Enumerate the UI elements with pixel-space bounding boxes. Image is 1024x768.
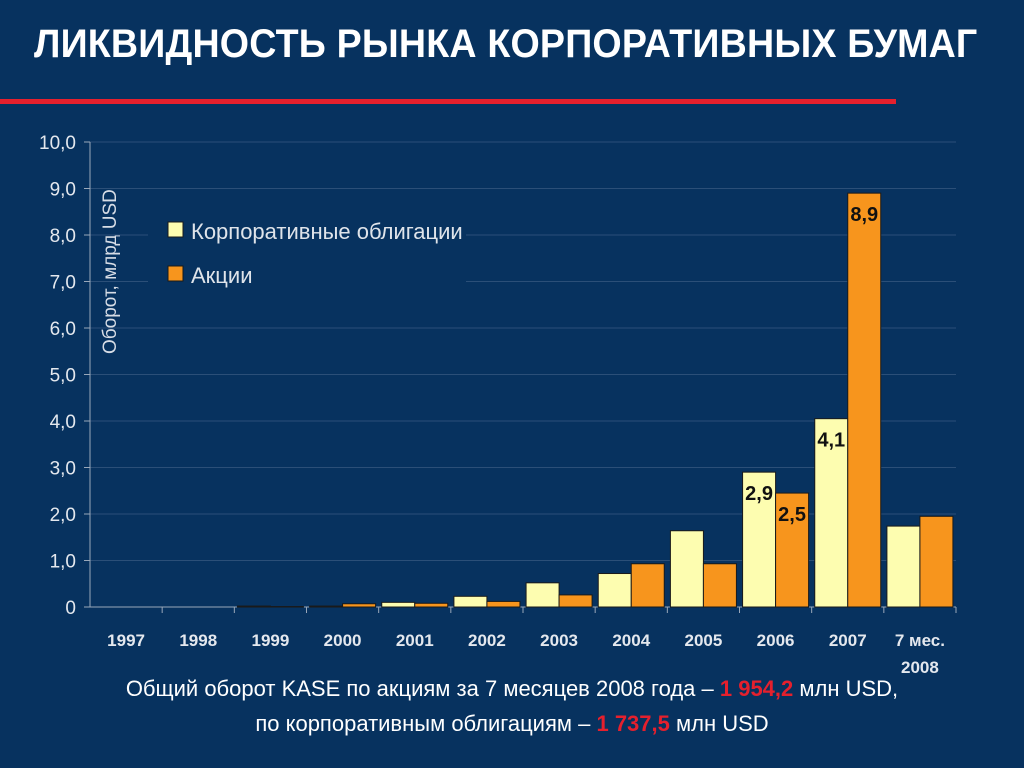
bar-bonds — [886, 525, 921, 608]
page-title: ЛИКВИДНОСТЬ РЫНКА КОРПОРАТИВНЫХ БУМАГ — [34, 22, 978, 66]
bar-stocks — [702, 563, 737, 608]
x-tick-label-line: 2007 — [829, 631, 867, 650]
x-tick-label: 2006 — [757, 631, 795, 650]
x-tick-label: 2007 — [829, 631, 867, 650]
y-tick-label: 8,0 — [50, 226, 76, 247]
data-label: 4,1 — [817, 430, 845, 452]
grid-lines — [90, 141, 956, 561]
y-tick-label: 5,0 — [50, 366, 76, 387]
x-tick-label-line: 1999 — [252, 631, 290, 650]
x-tick-label: 1999 — [252, 631, 290, 650]
bar-bonds — [669, 530, 704, 608]
bar-stocks — [775, 492, 810, 608]
legend-swatch — [167, 221, 184, 238]
bar-stocks — [630, 563, 665, 608]
axes: 0 1,0 2,0 3,0 4,0 5,0 6,0 7,0 8,0 9,0 10,0 1997 1998… — [39, 133, 957, 677]
x-tick-label: 2001 — [396, 631, 434, 650]
data-label: 2,5 — [778, 504, 806, 526]
bar-stocks — [919, 515, 954, 608]
footnote-line-2: по корпоративным облигациям – 1 737,5 мл… — [0, 711, 1024, 737]
bars — [236, 192, 954, 608]
footnote-bonds-value: 1 737,5 — [596, 711, 670, 736]
x-tick-label-line: 7 мес. — [895, 631, 945, 650]
x-tick-label: 2002 — [468, 631, 506, 650]
y-tick-label: 6,0 — [50, 319, 76, 340]
footnote-line-1: Общий оборот KASE по акциям за 7 месяцев… — [0, 676, 1024, 702]
legend-swatch — [167, 265, 184, 282]
bar-bonds — [525, 582, 560, 608]
bar-bonds — [381, 601, 416, 608]
footnote-line-1-text: Общий оборот KASE по акциям за 7 месяцев… — [125, 676, 720, 701]
y-tick-label: 10,0 — [39, 133, 76, 154]
legend: Корпоративные облигации Акции — [148, 212, 466, 289]
x-tick-label-line: 2000 — [324, 631, 362, 650]
legend-label: Корпоративные облигации — [191, 219, 463, 244]
x-tick-label-line: 2001 — [396, 631, 434, 650]
title-rule — [0, 99, 896, 104]
x-tick-label: 2003 — [540, 631, 578, 650]
x-tick-label: 7 мес. 2008 — [895, 631, 945, 677]
y-tick-label: 9,0 — [50, 180, 76, 201]
bar-bonds — [309, 605, 344, 608]
x-tick-label-line: 2006 — [757, 631, 795, 650]
turnover-bar-chart: Оборот, млрд USD 0 1,0 2,0 3,0 4,0 5,0 6,0 7,0 8… — [39, 133, 957, 677]
legend-label: Акции — [191, 263, 252, 288]
x-tick-label-line: 2003 — [540, 631, 578, 650]
x-tick-label-line: 2002 — [468, 631, 506, 650]
bar-bonds — [236, 605, 271, 608]
y-tick-label: 3,0 — [50, 459, 76, 480]
bar-stocks — [847, 192, 882, 608]
x-tick-label-line: 1997 — [107, 631, 145, 650]
y-axis-label: Оборот, млрд USD — [100, 189, 121, 354]
footnote-stocks-value: 1 954,2 — [719, 676, 794, 701]
y-tick-label: 1,0 — [50, 552, 76, 573]
bar-bonds — [814, 418, 849, 608]
data-label: 2,9 — [745, 483, 773, 505]
data-label: 8,9 — [850, 204, 878, 226]
bar-bonds — [597, 573, 632, 608]
x-tick-label-line: 1998 — [179, 631, 217, 650]
x-tick-label-line: 2005 — [685, 631, 723, 650]
x-tick-label: 2000 — [324, 631, 362, 650]
y-tick-label: 7,0 — [50, 273, 76, 294]
footnote-line-1-unit: млн USD, — [793, 676, 899, 701]
y-tick-label: 4,0 — [50, 412, 76, 433]
x-tick-label: 1997 — [107, 631, 145, 650]
y-tick-label: 2,0 — [50, 505, 76, 526]
bar-stocks — [558, 594, 593, 608]
y-tick-label: 0 — [65, 598, 76, 619]
x-tick-label: 2005 — [685, 631, 723, 650]
x-tick-label: 1998 — [179, 631, 217, 650]
x-tick-label-line: 2004 — [612, 631, 650, 650]
bar-stocks — [414, 602, 449, 608]
x-tick-label: 2004 — [612, 631, 650, 650]
x-tick-label-line: 2008 — [901, 658, 939, 677]
footnote-line-2-text: по корпоративным облигациям – — [255, 711, 597, 736]
bar-bonds — [453, 595, 488, 608]
footnote-line-2-unit: млн USD — [669, 711, 769, 736]
labels: 2,92,5 4,1 8,9 — [745, 204, 878, 526]
bar-stocks — [342, 603, 377, 608]
bar-bonds — [742, 471, 777, 608]
bar-stocks — [486, 600, 521, 608]
legend-box — [148, 212, 466, 289]
